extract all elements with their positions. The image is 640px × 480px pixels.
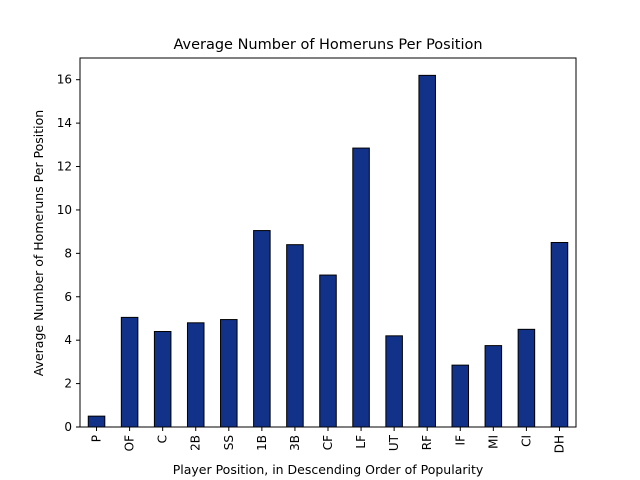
- x-tick-label: UT: [387, 434, 401, 451]
- bar-ci: [517, 328, 536, 428]
- y-axis-label: Average Number of Homeruns Per Position: [31, 110, 46, 376]
- bar-mi: [484, 345, 503, 428]
- bar-if: [451, 364, 470, 428]
- bar-1b: [253, 230, 271, 428]
- x-tick-label: CI: [519, 435, 533, 447]
- x-tick-label: 2B: [189, 435, 203, 451]
- bar-cf: [319, 274, 337, 428]
- x-tick-label: OF: [123, 435, 137, 451]
- bar-ss: [220, 319, 238, 428]
- y-tick-label: 14: [57, 116, 72, 130]
- y-tick-label: 2: [64, 377, 72, 391]
- x-tick-label: 1B: [255, 435, 269, 451]
- x-tick-label: 3B: [288, 435, 302, 451]
- bar-rf: [418, 74, 436, 428]
- bar-2b: [186, 322, 205, 428]
- y-tick-label: 8: [64, 246, 72, 260]
- x-axis-label: Player Position, in Descending Order of …: [173, 462, 484, 477]
- x-tick-label: MI: [486, 435, 500, 449]
- x-tick-label: RF: [420, 435, 434, 450]
- y-tick-label: 6: [64, 290, 72, 304]
- x-tick-label: C: [156, 435, 170, 443]
- x-tick-label: DH: [552, 435, 566, 453]
- bar-p: [87, 415, 106, 428]
- chart-title: Average Number of Homeruns Per Position: [173, 37, 482, 53]
- bar-lf: [352, 147, 370, 428]
- bar-dh: [550, 242, 569, 428]
- x-tick-label: IF: [453, 435, 467, 446]
- x-tick-label: CF: [321, 435, 335, 450]
- x-tick-label: P: [90, 435, 104, 442]
- y-tick-label: 0: [64, 420, 72, 434]
- y-tick-label: 4: [64, 333, 72, 347]
- x-tick-label: SS: [222, 435, 236, 450]
- bar-of: [120, 316, 139, 428]
- y-tick-label: 12: [57, 160, 72, 174]
- y-tick-label: 16: [57, 73, 72, 87]
- y-tick-label: 10: [57, 203, 72, 217]
- bar-3b: [286, 244, 304, 428]
- bar-ut: [385, 335, 403, 428]
- x-tick-label: LF: [354, 435, 368, 449]
- bar-c: [153, 330, 172, 428]
- plot-area: 0 2 4 6 8 10 12 14 16 P OF C 2B SS 1B 3B CF LF UT RF IF MI CI D…: [57, 57, 577, 453]
